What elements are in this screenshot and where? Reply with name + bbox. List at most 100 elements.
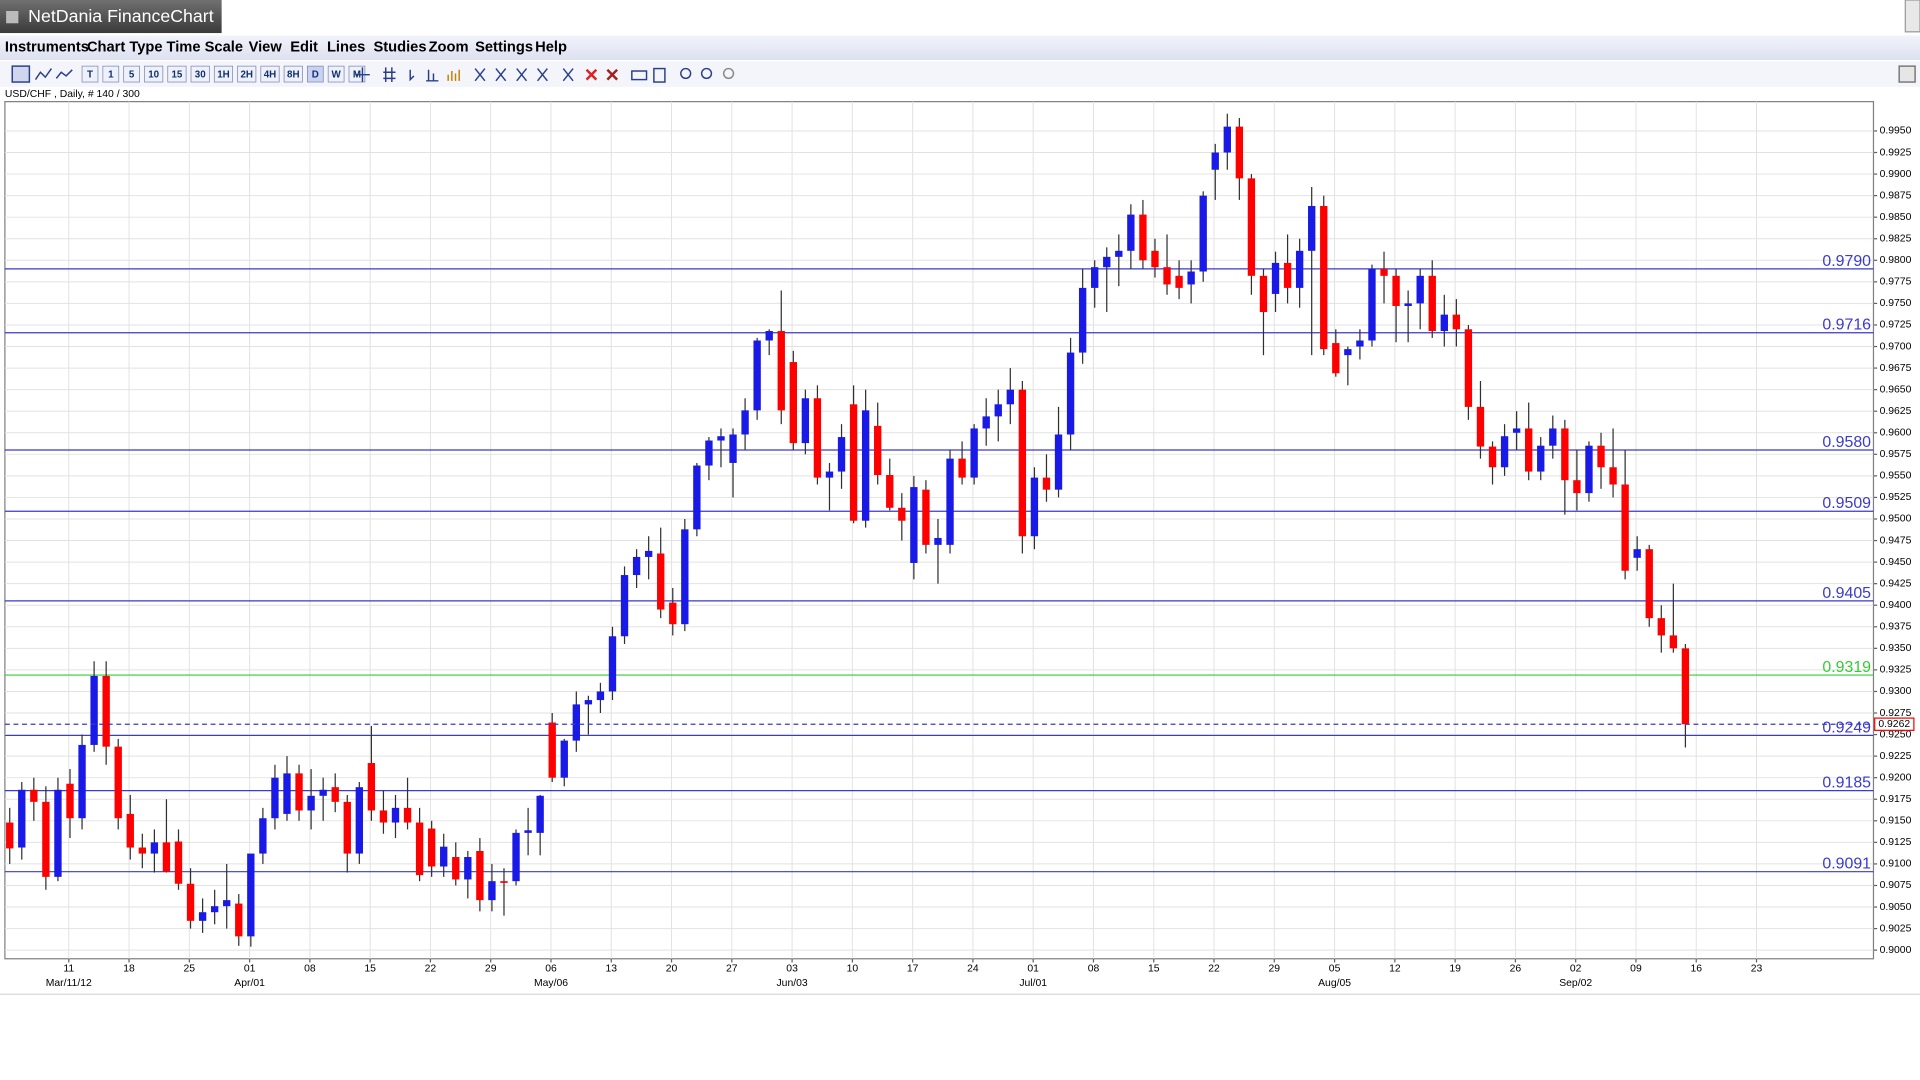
timeframe-label: 4H [264, 69, 277, 80]
timeframe-button[interactable] [123, 65, 140, 83]
menu-item[interactable]: Lines [327, 40, 365, 56]
candle-body [1295, 250, 1304, 288]
panel-button[interactable] [1898, 65, 1916, 83]
timeframe-button[interactable] [213, 65, 234, 83]
timeframe-button[interactable] [102, 65, 120, 83]
timeframe-button[interactable] [237, 65, 257, 83]
x-tick-label: 22 [425, 963, 437, 974]
level-label: 0.9790 [1822, 253, 1871, 270]
candle-body [1042, 477, 1051, 490]
candle-body [1512, 428, 1521, 433]
chart-type-icon[interactable] [11, 65, 31, 83]
y-tick-label: 0.9475 [1880, 535, 1912, 546]
candle-body [1127, 214, 1135, 251]
candle-body [1030, 477, 1039, 537]
y-tick-label: 0.9375 [1880, 622, 1912, 633]
candle-body [1452, 314, 1461, 330]
candle-body [295, 773, 303, 811]
preview-icon[interactable] [653, 67, 666, 83]
candle-body [898, 507, 906, 521]
y-tick-label: 0.9700 [1880, 341, 1912, 352]
x-tick-label: 15 [1148, 963, 1160, 974]
x-tick-label: 06 [545, 963, 557, 974]
area-icon[interactable] [55, 69, 73, 79]
y-tick-label: 0.9850 [1880, 212, 1912, 223]
trend-icon[interactable] [516, 68, 528, 82]
candle-body [982, 416, 990, 429]
timeframe-label: 30 [195, 69, 206, 80]
timeframe-button[interactable] [167, 65, 187, 83]
candle-body [440, 846, 448, 867]
candle-body [741, 410, 749, 435]
menu-item[interactable]: Edit [290, 40, 318, 56]
crosshair-icon[interactable] [355, 67, 370, 83]
cursor-icon[interactable] [409, 69, 415, 82]
x-tick-label: 24 [967, 963, 979, 974]
menu-item[interactable]: Studies [373, 40, 426, 56]
candle-body [1476, 406, 1485, 447]
candle-body [1151, 250, 1159, 268]
app-icon [6, 11, 19, 24]
candle-body [1054, 434, 1063, 490]
x-tick-label: 23 [1751, 963, 1763, 974]
candle-body [1573, 480, 1581, 494]
level-label: 0.9716 [1822, 317, 1871, 334]
x-tick-label: 18 [123, 963, 135, 974]
menu-item[interactable]: Zoom [429, 40, 469, 56]
window-control[interactable] [1904, 0, 1920, 33]
candle-body [1066, 352, 1075, 435]
zoom-reset-icon[interactable] [722, 67, 735, 80]
volume-icon[interactable] [447, 69, 460, 81]
y-tick-label: 0.9825 [1880, 233, 1912, 244]
trend-icon[interactable] [474, 68, 486, 82]
timeframe-button[interactable] [283, 65, 303, 83]
x-tick-label: 08 [304, 963, 316, 974]
candle-body [1115, 250, 1123, 257]
grid-icon[interactable] [383, 67, 396, 83]
candle-body [825, 471, 834, 478]
x-tick-label: 17 [907, 963, 919, 974]
y-tick-label: 0.9225 [1880, 751, 1912, 762]
line-icon[interactable] [34, 68, 53, 80]
delete-icon[interactable] [585, 68, 598, 81]
bar-icon[interactable] [426, 69, 439, 82]
candle-body [54, 789, 62, 877]
candle-body [705, 440, 713, 466]
trend-icon[interactable] [536, 68, 548, 82]
timeframe-button[interactable] [327, 65, 345, 83]
timeframe-button[interactable] [306, 65, 324, 83]
timeframe-label: T [87, 69, 93, 80]
candle-body [1609, 467, 1617, 485]
trend-icon[interactable] [495, 68, 507, 82]
menu-item[interactable]: Instruments [5, 40, 89, 56]
candle-body [934, 537, 942, 545]
zoom-in-icon[interactable] [680, 67, 692, 80]
x-month-label: Aug/05 [1318, 978, 1351, 989]
menu-item[interactable]: Chart Type [87, 40, 163, 56]
menu-item[interactable]: View [249, 40, 283, 56]
menu-item[interactable]: Help [535, 40, 567, 56]
y-tick-label: 0.9125 [1880, 837, 1912, 848]
timeframe-button[interactable] [81, 65, 99, 83]
candle-body [1139, 214, 1147, 261]
candle-body [223, 900, 231, 907]
timeframe-button[interactable] [260, 65, 280, 83]
x-tick-label: 10 [847, 963, 859, 974]
zoom-out-icon[interactable] [700, 67, 713, 80]
candle-body [1163, 267, 1171, 285]
candle-body [379, 810, 388, 823]
candle-body [247, 853, 255, 937]
candle-body [1259, 275, 1268, 313]
candle-body [910, 487, 918, 563]
candle-body [367, 763, 376, 811]
menu-item[interactable]: Settings [475, 40, 533, 56]
menu-item[interactable]: Time Scale [167, 40, 243, 56]
candle-body [1525, 428, 1533, 472]
delete-all-icon[interactable] [606, 68, 619, 81]
print-icon[interactable] [631, 70, 648, 81]
timeframe-button[interactable] [190, 65, 210, 83]
fib-icon[interactable] [562, 68, 574, 82]
title-tab [0, 0, 222, 34]
timeframe-button[interactable] [144, 65, 164, 83]
x-tick-label: 16 [1690, 963, 1702, 974]
